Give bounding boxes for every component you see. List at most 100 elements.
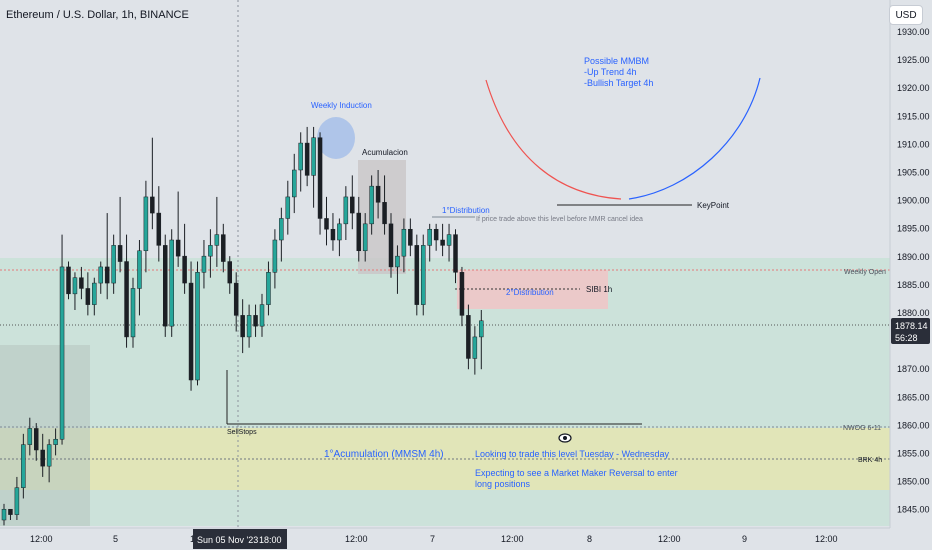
candle-body	[388, 223, 394, 268]
acumulacion-box	[358, 160, 406, 274]
time-tick: 12:00	[658, 534, 681, 544]
brk-label: BRK 4h	[858, 457, 882, 464]
candle-body	[188, 282, 194, 381]
candle-body	[46, 444, 52, 467]
candle-body	[221, 234, 226, 262]
candle-body	[111, 245, 116, 284]
mmbm-curve-right	[628, 77, 761, 200]
candle-body	[175, 239, 181, 257]
candle-body	[34, 428, 39, 451]
candle-body	[304, 142, 310, 176]
sibi-label: SIBI 1h	[586, 285, 612, 294]
candle-body	[21, 444, 26, 488]
candle-body	[375, 185, 381, 203]
current-price-tag	[891, 318, 930, 344]
price-tick: 1890.00	[897, 252, 930, 262]
candle-body	[246, 315, 252, 338]
price-tick: 1845.00	[897, 505, 930, 515]
candle-body	[272, 239, 278, 273]
candle-body	[266, 272, 271, 305]
price-axis[interactable]	[890, 0, 932, 550]
candle-body	[382, 202, 387, 225]
mmbm-line3-label: -Bullish Target 4h	[584, 78, 653, 88]
weekly-open-label: Weekly Open	[844, 269, 886, 276]
currency-button[interactable]: USD	[889, 5, 923, 25]
price-tick: 1850.00	[897, 477, 930, 487]
candles-group	[1, 126, 484, 526]
candle-body	[479, 320, 484, 338]
candle-body	[440, 239, 445, 246]
cancel-note-label: If price trade above this level before M…	[476, 216, 643, 223]
candle-body	[395, 255, 400, 268]
candle-body	[414, 245, 420, 305]
candle-body	[330, 228, 336, 241]
price-tick: 1865.00	[897, 392, 930, 402]
eye-icon[interactable]	[558, 433, 572, 443]
candle-body	[137, 250, 142, 289]
candle-body	[433, 228, 439, 241]
chart-title: Ethereum / U.S. Dollar, 1h, BINANCE	[6, 9, 189, 21]
price-tick: 1885.00	[897, 280, 930, 290]
weekly-induction-circle	[317, 117, 355, 159]
candle-body	[311, 137, 316, 176]
expecting-line2-label: long positions	[475, 479, 531, 489]
candle-body	[59, 266, 65, 440]
candle-body	[240, 315, 245, 338]
candle-body	[408, 228, 413, 246]
keypoint-label: KeyPoint	[697, 201, 730, 210]
candle-body	[421, 245, 426, 305]
first-accumulation-label: 1°Acumulation (MMSM 4h)	[324, 449, 444, 460]
time-axis[interactable]	[0, 528, 890, 550]
price-tick: 1880.00	[897, 308, 930, 318]
acumulacion-label: Acumulacion	[362, 148, 408, 157]
current-price-value: 1878.14	[895, 321, 928, 331]
candle-body	[98, 266, 103, 284]
candle-body	[369, 185, 374, 225]
price-tick: 1860.00	[897, 420, 930, 430]
candle-body	[472, 336, 478, 359]
candle-body	[14, 487, 20, 515]
candle-body	[53, 438, 58, 445]
candle-body	[169, 239, 174, 327]
time-tick: 9	[742, 534, 747, 544]
time-tick: 12:00	[501, 534, 524, 544]
candle-body	[208, 245, 213, 257]
candle-body	[214, 234, 220, 246]
candle-body	[292, 169, 297, 198]
expecting-line1-label: Expecting to see a Market Maker Reversal…	[475, 468, 678, 478]
crosshair-time-tag	[193, 529, 287, 549]
crosshair-time: 18:00	[259, 535, 282, 545]
candle-body	[156, 212, 162, 246]
candle-body	[72, 277, 78, 295]
candle-body	[259, 304, 265, 327]
candle-body	[182, 255, 187, 284]
candle-body	[459, 272, 465, 316]
candle-body	[253, 315, 258, 327]
mmbm-curve-left	[485, 79, 622, 200]
candle-body	[337, 223, 342, 241]
price-tick: 1855.00	[897, 449, 930, 459]
candle-body	[427, 228, 432, 246]
nwog-label: NWOG 6-11	[843, 425, 881, 432]
candle-body	[92, 282, 97, 305]
price-tick: 1925.00	[897, 55, 930, 65]
time-tick: 8	[587, 534, 592, 544]
candle-body	[40, 449, 45, 467]
time-tick: 7	[430, 534, 435, 544]
price-tick: 1905.00	[897, 168, 930, 178]
candle-body	[227, 261, 232, 284]
candle-body	[279, 218, 284, 241]
candle-body	[350, 196, 355, 214]
candle-body	[8, 508, 13, 515]
candle-body	[117, 245, 123, 262]
candle-body	[130, 288, 136, 338]
candle-body	[324, 218, 329, 230]
candle-body	[317, 137, 323, 219]
price-tick: 1930.00	[897, 27, 930, 37]
candle-body	[356, 212, 361, 252]
candle-body	[1, 508, 7, 521]
candle-body	[362, 223, 368, 252]
weekly-induction-label: Weekly Induction	[311, 101, 372, 110]
